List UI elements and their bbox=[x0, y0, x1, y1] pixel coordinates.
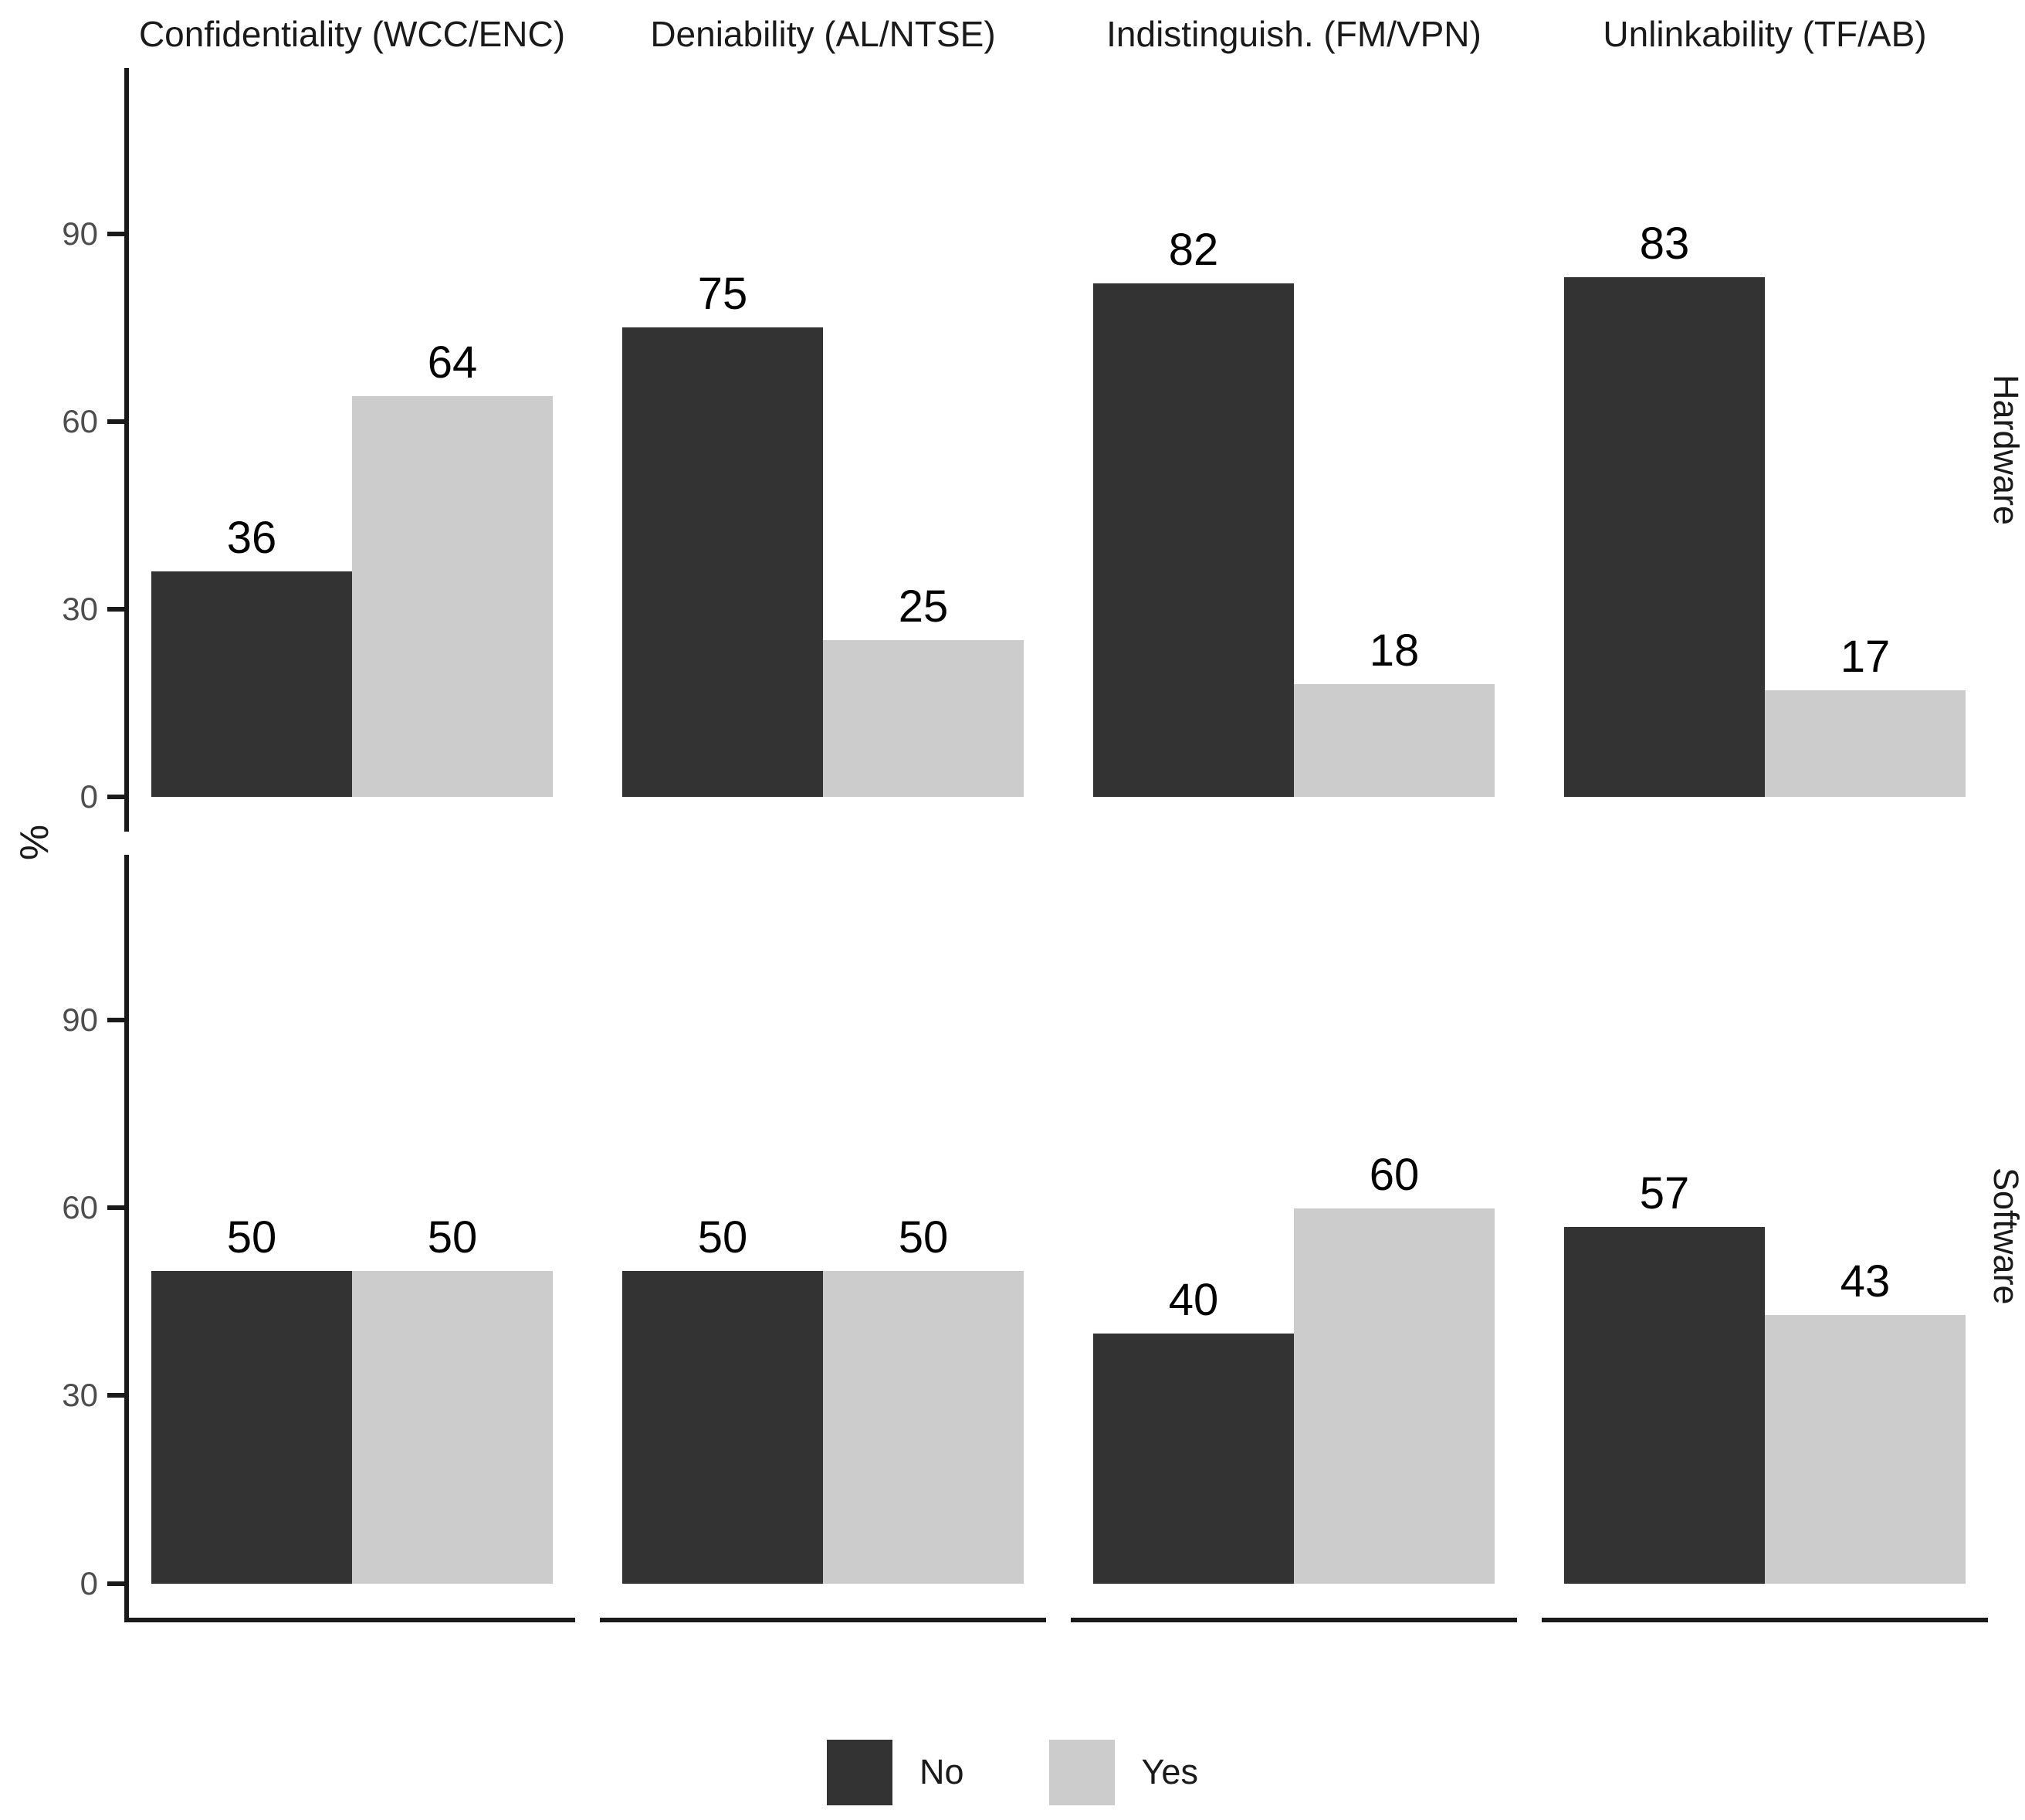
y-tick-label: 30 bbox=[62, 591, 98, 627]
bar-value-label: 50 bbox=[697, 1212, 748, 1262]
bar-value-label: 17 bbox=[1840, 632, 1891, 682]
facet-column-title: Unlinkability (TF/AB) bbox=[1603, 14, 1927, 54]
y-axis-tick bbox=[107, 1205, 124, 1210]
bar-no bbox=[1564, 1227, 1765, 1584]
x-axis-line bbox=[1071, 1618, 1517, 1622]
bar-value-label: 36 bbox=[226, 513, 277, 563]
bar-yes bbox=[1294, 1208, 1495, 1584]
y-axis-tick bbox=[107, 232, 124, 236]
x-axis-line bbox=[124, 1618, 575, 1622]
y-tick-label: 90 bbox=[62, 1002, 98, 1038]
bar-value-label: 25 bbox=[898, 581, 949, 632]
legend-label-no: No bbox=[919, 1752, 964, 1791]
legend-key-yes bbox=[1048, 1739, 1115, 1805]
y-axis-line bbox=[124, 855, 129, 1622]
bar-value-label: 50 bbox=[898, 1212, 949, 1262]
y-axis-tick bbox=[107, 607, 124, 612]
y-axis-line bbox=[124, 68, 129, 832]
y-tick-label: 90 bbox=[62, 215, 98, 252]
facet-column-title: Confidentiality (WCC/ENC) bbox=[138, 14, 566, 54]
y-axis-tick bbox=[107, 1018, 124, 1022]
panel-software-3: 40 60 bbox=[1071, 855, 1517, 1622]
bar-value-label: 64 bbox=[427, 337, 478, 388]
panel-hardware-4: 83 17 bbox=[1542, 68, 1988, 832]
y-tick-label: 60 bbox=[62, 1189, 98, 1225]
facet-column-title: Indistinguish. (FM/VPN) bbox=[1106, 14, 1482, 54]
panel-software-2: 50 50 bbox=[600, 855, 1046, 1622]
x-axis-line bbox=[600, 1618, 1046, 1622]
bar-no bbox=[151, 571, 352, 797]
panel-software-4: 57 43 bbox=[1542, 855, 1988, 1622]
legend-item-no: No bbox=[827, 1739, 964, 1805]
bar-no bbox=[1093, 1334, 1294, 1584]
bar-no bbox=[622, 327, 823, 797]
bar-value-label: 43 bbox=[1840, 1256, 1891, 1307]
y-axis-tick bbox=[107, 1393, 124, 1398]
legend-key-no bbox=[827, 1739, 893, 1805]
y-axis-tick bbox=[107, 795, 124, 799]
panel-software-1: 0 30 60 90 50 50 bbox=[62, 855, 575, 1622]
bar-value-label: 57 bbox=[1639, 1168, 1690, 1218]
bar-value-label: 82 bbox=[1168, 225, 1219, 275]
legend-label-yes: Yes bbox=[1141, 1752, 1198, 1791]
bar-yes bbox=[1765, 1315, 1966, 1584]
panel-hardware-3: 82 18 bbox=[1071, 68, 1517, 832]
y-tick-label: 60 bbox=[62, 403, 98, 439]
bar-value-label: 83 bbox=[1639, 219, 1690, 269]
bar-no bbox=[1093, 283, 1294, 797]
facet-row-label-hardware: Hardware bbox=[1986, 374, 2025, 526]
bar-value-label: 60 bbox=[1369, 1150, 1420, 1200]
facet-column-title: Deniability (AL/NTSE) bbox=[650, 14, 996, 54]
bar-value-label: 50 bbox=[427, 1212, 478, 1262]
bar-value-label: 18 bbox=[1369, 625, 1420, 676]
bar-yes bbox=[1294, 684, 1495, 797]
legend: No Yes bbox=[0, 1722, 2025, 1820]
y-tick-label: 0 bbox=[80, 1565, 98, 1601]
bar-yes bbox=[352, 396, 553, 797]
bar-yes bbox=[823, 640, 1024, 797]
bar-yes bbox=[352, 1271, 553, 1584]
facet-row-label-software: Software bbox=[1986, 1168, 2025, 1305]
y-tick-label: 0 bbox=[80, 778, 98, 815]
y-axis-tick bbox=[107, 419, 124, 424]
y-tick-label: 30 bbox=[62, 1377, 98, 1413]
bar-no bbox=[622, 1271, 823, 1584]
bar-value-label: 40 bbox=[1168, 1275, 1219, 1325]
bar-no bbox=[151, 1271, 352, 1584]
y-axis-tick bbox=[107, 1581, 124, 1586]
legend-item-yes: Yes bbox=[1048, 1739, 1198, 1805]
bar-no bbox=[1564, 277, 1765, 797]
bar-yes bbox=[823, 1271, 1024, 1584]
bar-value-label: 75 bbox=[697, 269, 748, 319]
panel-hardware-2: 75 25 bbox=[600, 68, 1046, 832]
x-axis-line bbox=[1542, 1618, 1988, 1622]
bar-yes bbox=[1765, 690, 1966, 797]
panel-hardware-1: 0 30 60 90 36 64 bbox=[62, 68, 575, 832]
bar-value-label: 50 bbox=[226, 1212, 277, 1262]
